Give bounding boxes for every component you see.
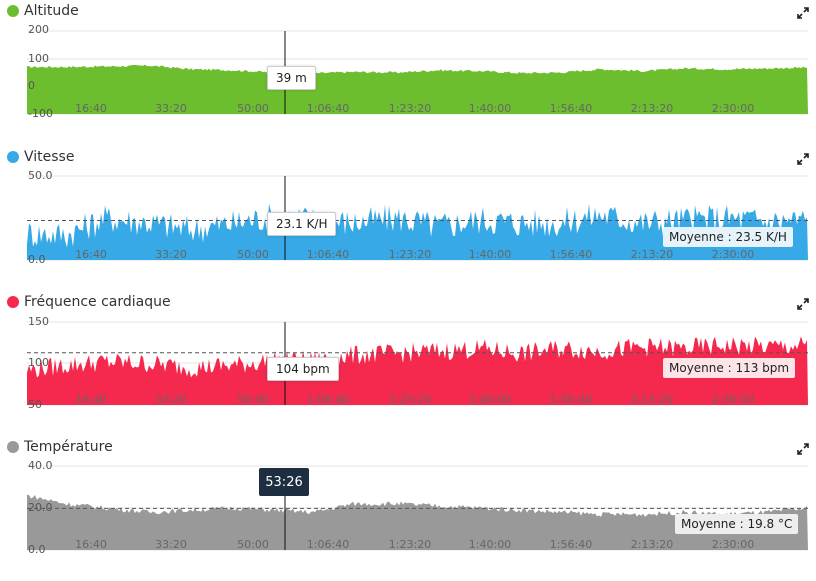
x-tick-label: 2:13:20 (631, 538, 673, 551)
altitude-panel: Altitude 200 100 0 -100 16:40 33:20 50:00 1:06:… (0, 0, 816, 145)
x-tick-label: 1:06:40 (307, 248, 349, 261)
temperature-panel: Température 40.0 20.0 0.0 16:40 33:20 50:00 1:… (0, 436, 816, 581)
y-tick-label: 0.0 (28, 253, 46, 266)
temperature-chart[interactable]: 40.0 20.0 0.0 16:40 33:20 50:00 1:06:40 1:23:20… (0, 436, 816, 581)
y-tick-label: 50.0 (28, 169, 53, 182)
y-tick-label: 150 (28, 315, 49, 328)
speed-legend-dot (7, 151, 19, 163)
speed-panel: Vitesse 50.0 0.0 16:40 33:20 50:00 1:06:40 1:2… (0, 146, 816, 291)
x-tick-label: 33:20 (155, 102, 187, 115)
x-tick-label: 1:40:00 (469, 393, 511, 406)
x-tick-label: 1:23:20 (389, 538, 431, 551)
x-tick-label: 1:06:40 (307, 102, 349, 115)
x-tick-label: 50:00 (237, 538, 269, 551)
x-tick-label: 16:40 (75, 248, 107, 261)
x-tick-label: 1:40:00 (469, 538, 511, 551)
x-tick-label: 33:20 (155, 538, 187, 551)
altitude-title-text: Altitude (24, 3, 79, 19)
altitude-title: Altitude (7, 2, 79, 20)
speed-average-label: Moyenne : 23.5 K/H (663, 227, 793, 247)
heart-rate-legend-dot (7, 296, 19, 308)
x-tick-label: 1:23:20 (389, 102, 431, 115)
y-tick-label: 20.0 (28, 501, 53, 514)
x-tick-label: 1:40:00 (469, 248, 511, 261)
expand-icon[interactable] (796, 152, 810, 166)
temperature-average-label: Moyenne : 19.8 °C (675, 514, 799, 534)
series-area (27, 203, 808, 260)
series-area (27, 64, 808, 114)
x-tick-label: 2:30:00 (712, 393, 754, 406)
x-tick-label: 50:00 (237, 248, 269, 261)
temperature-title-text: Température (24, 439, 113, 455)
x-tick-label: 50:00 (237, 102, 269, 115)
x-tick-label: 1:23:20 (389, 248, 431, 261)
y-tick-label: 50 (28, 398, 42, 411)
series-area (27, 494, 808, 550)
x-tick-label: 1:06:40 (307, 393, 349, 406)
x-tick-label: 16:40 (75, 538, 107, 551)
x-tick-label: 1:56:40 (550, 102, 592, 115)
x-tick-label: 2:13:20 (631, 102, 673, 115)
expand-icon[interactable] (796, 6, 810, 20)
x-tick-label: 2:30:00 (712, 538, 754, 551)
y-tick-label: 0 (28, 79, 35, 92)
y-tick-label: 0.0 (28, 543, 46, 556)
temperature-title: Température (7, 438, 113, 456)
expand-icon[interactable] (796, 297, 810, 311)
speed-title: Vitesse (7, 148, 74, 166)
x-tick-label: 50:00 (237, 393, 269, 406)
x-tick-label: 2:30:00 (712, 102, 754, 115)
x-tick-label: 2:30:00 (712, 248, 754, 261)
altitude-legend-dot (7, 5, 19, 17)
x-tick-label: 1:06:40 (307, 538, 349, 551)
x-tick-label: 2:13:20 (631, 393, 673, 406)
heart-rate-average-label: Moyenne : 113 bpm (663, 358, 796, 378)
temperature-legend-dot (7, 441, 19, 453)
heart-rate-cursor-tooltip: 104 bpm (267, 357, 339, 381)
x-tick-label: 16:40 (75, 102, 107, 115)
speed-chart[interactable]: 50.0 0.0 16:40 33:20 50:00 1:06:40 1:23:20 1:40… (0, 146, 816, 291)
heart-rate-title-text: Fréquence cardiaque (24, 294, 171, 310)
x-tick-label: 1:23:20 (389, 393, 431, 406)
altitude-cursor-tooltip: 39 m (267, 66, 316, 90)
x-tick-label: 33:20 (155, 248, 187, 261)
heart-rate-panel: Fréquence cardiaque 150 100 50 16:40 33:20 50… (0, 291, 816, 436)
speed-title-text: Vitesse (24, 149, 75, 165)
x-tick-label: 16:40 (75, 393, 107, 406)
x-tick-label: 1:56:40 (550, 248, 592, 261)
expand-icon[interactable] (796, 442, 810, 456)
x-tick-label: 33:20 (155, 393, 187, 406)
heart-rate-title: Fréquence cardiaque (7, 293, 171, 311)
series-area (27, 336, 808, 405)
y-tick-label: 100 (28, 52, 49, 65)
cursor-time-label: 53:26 (259, 468, 309, 496)
y-tick-label: 40.0 (28, 459, 53, 472)
speed-cursor-tooltip: 23.1 K/H (267, 212, 337, 236)
heart-rate-chart[interactable]: 150 100 50 16:40 33:20 50:00 1:06:40 1:23:20 1:4… (0, 291, 816, 436)
y-tick-label: 100 (28, 356, 49, 369)
x-tick-label: 1:40:00 (469, 102, 511, 115)
y-tick-label: -100 (28, 107, 53, 120)
y-tick-label: 200 (28, 23, 49, 36)
x-tick-label: 1:56:40 (550, 538, 592, 551)
altitude-chart[interactable]: 200 100 0 -100 16:40 33:20 50:00 1:06:40 1:23:20… (0, 0, 816, 145)
x-tick-label: 1:56:40 (550, 393, 592, 406)
x-tick-label: 2:13:20 (631, 248, 673, 261)
